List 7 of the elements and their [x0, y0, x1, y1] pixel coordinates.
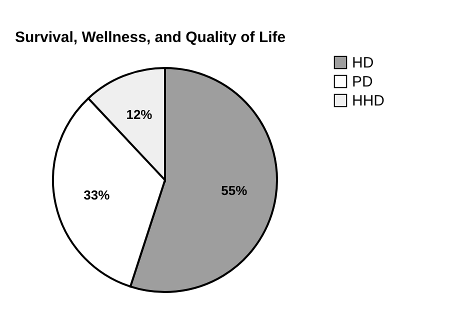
- legend-label: HD: [352, 54, 374, 72]
- data-label: 33%: [84, 187, 110, 202]
- data-label: 12%: [126, 106, 153, 122]
- data-label: 55%: [221, 182, 248, 198]
- chart-title: Survival, Wellness, and Quality of Life: [15, 29, 286, 46]
- legend-label: HHD: [352, 92, 385, 110]
- legend-label: PD: [352, 74, 374, 90]
